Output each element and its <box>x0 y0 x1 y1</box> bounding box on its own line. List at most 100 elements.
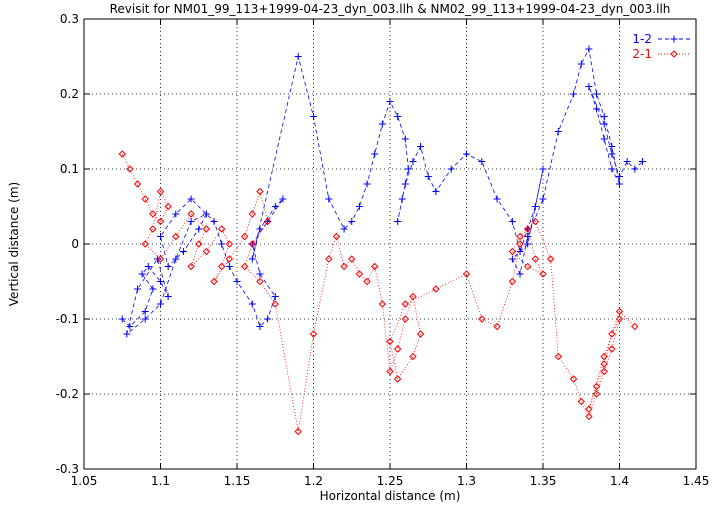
data-point <box>508 247 517 256</box>
data-point <box>539 195 547 203</box>
data-point <box>310 113 317 120</box>
data-point <box>172 255 180 263</box>
data-point <box>210 218 218 225</box>
data-point <box>398 195 406 203</box>
x-tick-label: 1.05 <box>71 474 98 488</box>
data-point <box>248 300 256 308</box>
data-point <box>340 225 348 233</box>
data-point <box>608 143 616 150</box>
data-point <box>577 397 585 406</box>
data-point <box>225 263 233 270</box>
data-point <box>156 217 165 226</box>
data-point <box>202 225 211 233</box>
data-point <box>217 225 226 233</box>
data-point <box>570 90 578 98</box>
data-point <box>370 262 379 271</box>
x-tick-label: 1.4 <box>610 474 629 488</box>
series-line-2-1 <box>121 153 636 432</box>
data-point <box>217 262 226 271</box>
y-tick-label: -0.1 <box>56 312 79 326</box>
data-point <box>508 255 516 263</box>
data-point <box>187 262 195 271</box>
data-point <box>118 150 126 158</box>
data-point <box>424 173 432 180</box>
data-point <box>157 278 164 285</box>
data-point <box>309 330 318 338</box>
data-point <box>478 315 486 323</box>
data-point <box>202 247 211 256</box>
data-point <box>516 248 524 255</box>
data-point <box>210 277 218 286</box>
data-point <box>240 232 249 241</box>
data-point <box>195 240 203 248</box>
x-tick-label: 1.15 <box>224 474 251 488</box>
data-point <box>271 300 279 308</box>
data-point <box>638 158 646 165</box>
data-point <box>516 270 524 278</box>
data-point <box>394 113 402 120</box>
data-point <box>539 270 547 278</box>
data-point <box>144 263 152 270</box>
data-point <box>386 337 394 346</box>
data-point <box>355 203 363 210</box>
data-point <box>592 382 601 391</box>
data-point <box>585 45 593 53</box>
data-point <box>141 308 149 315</box>
data-point <box>126 165 134 173</box>
data-point <box>516 240 524 248</box>
data-point <box>164 293 172 300</box>
data-point <box>149 225 157 233</box>
data-point <box>608 330 616 338</box>
data-point <box>256 277 264 286</box>
data-point <box>531 217 540 226</box>
data-point <box>401 180 409 188</box>
data-point <box>264 315 272 323</box>
data-point <box>256 270 264 278</box>
data-point <box>233 278 241 285</box>
data-point <box>187 195 195 203</box>
data-point <box>149 285 157 293</box>
data-point <box>508 218 516 225</box>
data-point <box>363 180 371 188</box>
data-point <box>600 120 608 128</box>
data-point <box>631 322 639 331</box>
data-point <box>271 293 279 300</box>
y-tick-label: 0.1 <box>60 162 79 176</box>
data-point <box>616 180 623 188</box>
data-point <box>340 262 348 271</box>
data-point <box>409 292 417 301</box>
axis-ticks: 1.05 1.1 1.15 1.2 1.25 1.3 1.35 1.4 1.45 0.3 0.2 0.… <box>56 12 710 488</box>
data-point <box>386 367 394 376</box>
legend-label: 1-2 <box>632 32 652 46</box>
data-point <box>179 248 187 255</box>
chart-title: Revisit for NM01_99_113+1999-04-23_dyn_0… <box>110 2 671 16</box>
data-point <box>156 187 165 196</box>
data-point <box>524 233 532 240</box>
data-point <box>271 203 279 210</box>
y-tick-label: -0.3 <box>56 462 79 476</box>
data-point <box>508 277 517 286</box>
y-axis-title: Vertical distance (m) <box>7 182 21 306</box>
data-point <box>134 285 142 293</box>
data-point <box>569 375 578 383</box>
data-point <box>600 113 608 120</box>
data-point <box>401 300 410 308</box>
data-point <box>447 165 455 173</box>
data-point <box>141 315 149 323</box>
data-point <box>225 255 234 263</box>
data-point <box>256 323 264 330</box>
data-point <box>623 158 631 165</box>
data-point <box>141 240 149 248</box>
data-point <box>554 128 562 135</box>
data-point <box>157 233 164 240</box>
grid-lines <box>84 19 696 469</box>
data-point <box>600 367 608 376</box>
legend-marker <box>670 50 678 58</box>
data-point <box>631 165 639 173</box>
data-point <box>187 210 195 218</box>
data-point <box>493 322 501 331</box>
data-point <box>294 53 302 60</box>
data-point <box>294 427 302 436</box>
data-point <box>531 255 540 263</box>
data-point <box>539 165 547 173</box>
